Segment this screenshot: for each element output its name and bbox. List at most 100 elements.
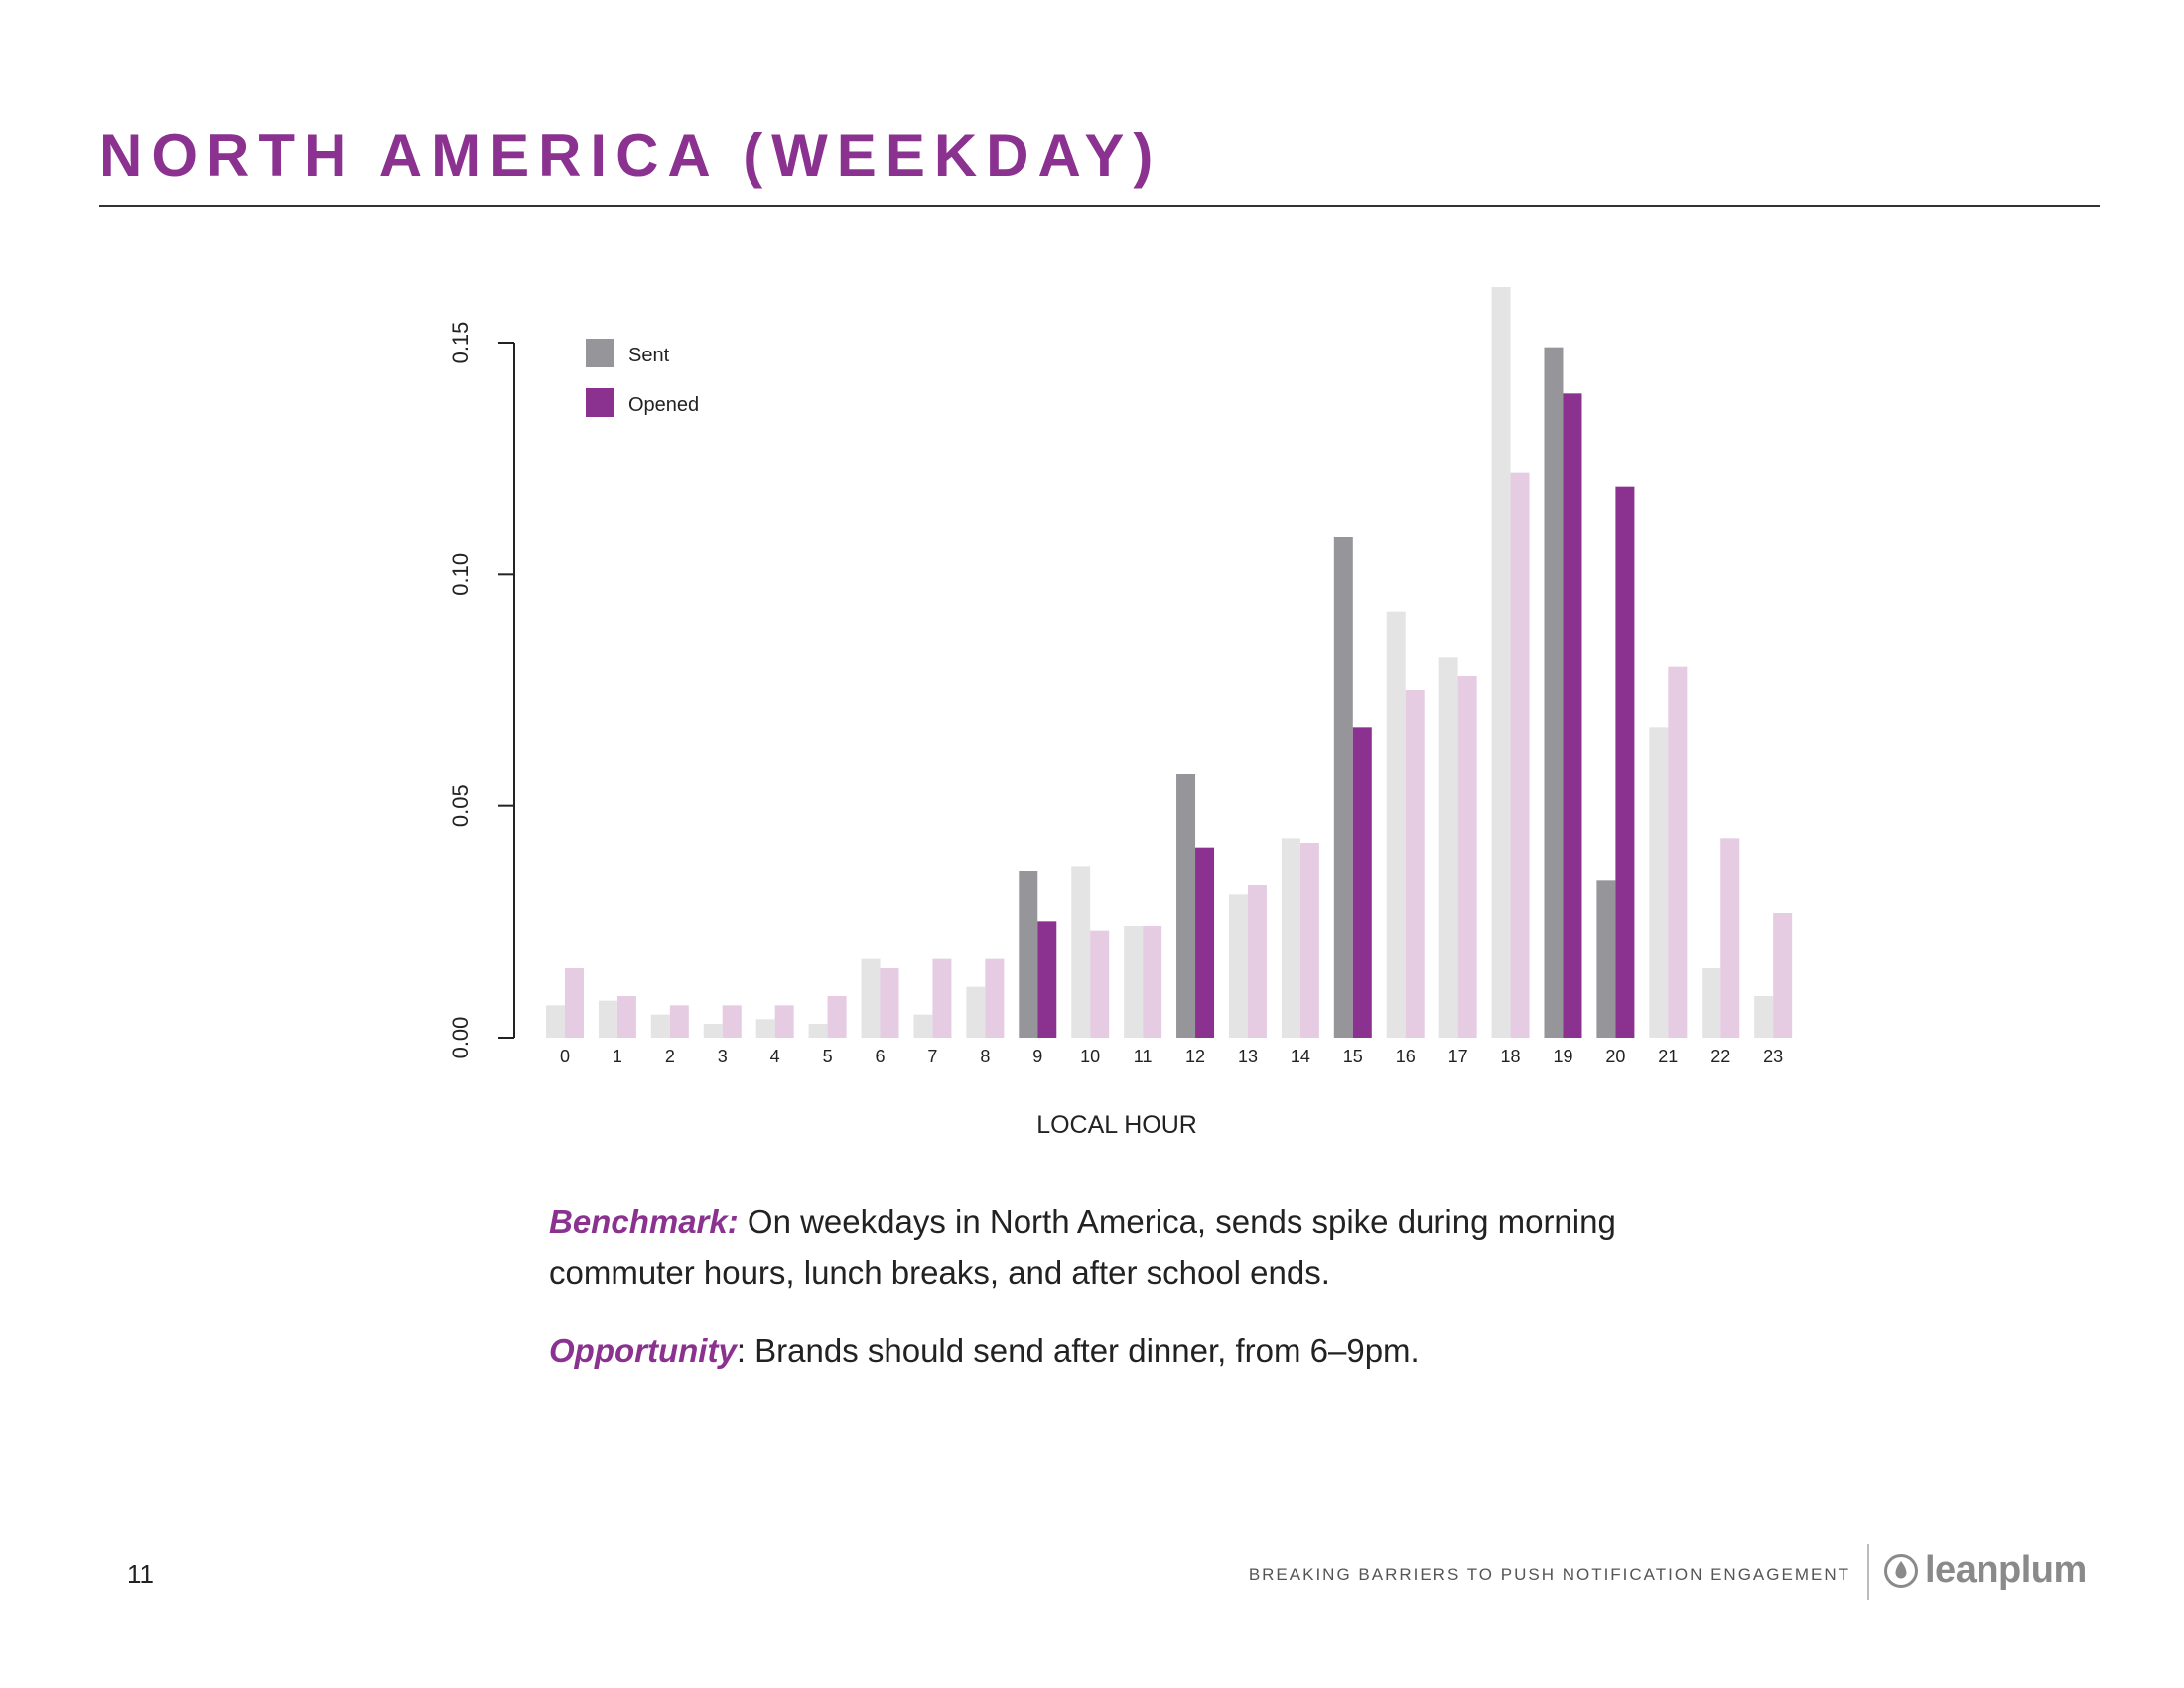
x-tick-label: 16 (1396, 1047, 1416, 1066)
bar-sent-hour-10 (1071, 866, 1091, 1038)
x-tick-label: 23 (1763, 1047, 1783, 1066)
x-tick-label: 2 (665, 1047, 675, 1066)
x-axis-ticks: 0 1 2 3 4 5 6 7 8 9 10 11 12 13 14 15 16 17 18 19 20 21 22 23 (560, 1047, 1783, 1066)
bar-sent-hour-7 (913, 1014, 933, 1038)
bar-opened-hour-16 (1405, 690, 1425, 1038)
title-divider (99, 205, 2100, 207)
bar-opened-hour-1 (616, 996, 636, 1038)
x-tick-label: 20 (1605, 1047, 1625, 1066)
bar-sent-hour-17 (1438, 657, 1458, 1038)
bar-sent-hour-3 (703, 1024, 723, 1038)
legend-sent-swatch (586, 339, 614, 367)
bar-opened-hour-6 (880, 968, 899, 1038)
leanplum-logo: leanplum (1883, 1549, 2087, 1592)
x-tick-label: 21 (1658, 1047, 1678, 1066)
bar-sent-hour-13 (1228, 894, 1248, 1038)
bar-opened-hour-8 (985, 958, 1005, 1038)
legend-opened-swatch (586, 388, 614, 417)
x-tick-label: 11 (1134, 1047, 1153, 1066)
x-tick-label: 17 (1448, 1047, 1468, 1066)
bar-opened-hour-4 (774, 1005, 794, 1038)
benchmark-text: On weekdays in North America, sends spik… (549, 1203, 1616, 1291)
bar-sent-hour-23 (1754, 996, 1774, 1038)
benchmark-label: Benchmark: (549, 1203, 739, 1240)
x-tick-label: 10 (1080, 1047, 1100, 1066)
legend-sent-label: Sent (628, 345, 670, 366)
bar-opened-hour-0 (565, 968, 584, 1038)
x-axis-label: LOCAL HOUR (1036, 1111, 1197, 1139)
legend-opened-label: Opened (628, 394, 699, 416)
x-tick-label: 9 (1032, 1047, 1042, 1066)
x-tick-label: 12 (1185, 1047, 1205, 1066)
bar-opened-hour-9 (1037, 921, 1057, 1038)
bar-opened-hour-2 (669, 1005, 689, 1038)
page-title: NORTH AMERICA (WEEKDAY) (99, 122, 1162, 189)
x-tick-label: 18 (1501, 1047, 1521, 1066)
bar-sent-hour-19 (1544, 347, 1564, 1039)
bar-opened-hour-15 (1352, 727, 1372, 1038)
y-tick-label: 0.00 (448, 1017, 473, 1059)
footer-divider (1867, 1544, 1869, 1600)
bar-opened-hour-13 (1247, 885, 1267, 1038)
x-tick-label: 0 (560, 1047, 570, 1066)
bar-sent-hour-4 (755, 1019, 775, 1038)
bar-sent-hour-6 (861, 958, 881, 1038)
bar-opened-hour-5 (827, 996, 847, 1038)
bar-opened-hour-20 (1615, 486, 1635, 1039)
benchmark-paragraph: Benchmark: On weekdays in North America,… (549, 1196, 1691, 1298)
bar-opened-hour-3 (722, 1005, 742, 1038)
bar-opened-hour-18 (1510, 472, 1530, 1039)
bar-sent-hour-15 (1333, 537, 1353, 1038)
caption: Benchmark: On weekdays in North America,… (549, 1196, 1691, 1404)
legend: Sent Opened (586, 339, 699, 417)
brand-name: leanplum (1925, 1549, 2087, 1591)
bar-sent-hour-18 (1491, 287, 1511, 1038)
bar-sent-hour-2 (650, 1014, 670, 1038)
x-tick-label: 22 (1710, 1047, 1730, 1066)
x-tick-label: 6 (876, 1047, 886, 1066)
page-number: 11 (127, 1559, 154, 1589)
y-tick-label: 0.15 (448, 322, 473, 364)
bar-sent-hour-0 (546, 1005, 565, 1038)
report-title: BREAKING BARRIERS TO PUSH NOTIFICATION E… (1248, 1565, 1850, 1584)
x-tick-label: 3 (718, 1047, 728, 1066)
bar-sent-hour-20 (1596, 880, 1616, 1038)
bar-sent-hour-1 (598, 1000, 617, 1038)
bar-sent-hour-14 (1281, 838, 1300, 1038)
bar-sent-hour-21 (1649, 727, 1669, 1038)
bar-opened-hour-10 (1090, 930, 1110, 1038)
opportunity-paragraph: Opportunity: Brands should send after di… (549, 1326, 1691, 1376)
bar-sent-hour-8 (966, 986, 986, 1038)
x-tick-label: 8 (980, 1047, 990, 1066)
bar-opened-hour-7 (932, 958, 952, 1038)
x-tick-label: 13 (1238, 1047, 1258, 1066)
x-tick-label: 7 (927, 1047, 937, 1066)
bar-sent-hour-12 (1176, 774, 1196, 1038)
y-tick-label: 0.10 (448, 553, 473, 596)
bar-opened-hour-14 (1299, 843, 1319, 1038)
leanplum-drop-icon (1884, 1553, 1918, 1588)
bar-sent-hour-22 (1702, 968, 1721, 1038)
bar-opened-hour-11 (1143, 926, 1162, 1038)
bar-sent-hour-16 (1386, 611, 1406, 1038)
x-tick-label: 19 (1553, 1047, 1572, 1066)
x-tick-label: 5 (823, 1047, 833, 1066)
bar-opened-hour-12 (1195, 847, 1215, 1038)
y-tick-label: 0.05 (448, 784, 473, 827)
opportunity-text: : Brands should send after dinner, from … (736, 1333, 1420, 1369)
x-tick-label: 14 (1291, 1047, 1310, 1066)
x-tick-label: 15 (1343, 1047, 1363, 1066)
bar-sent-hour-5 (808, 1024, 828, 1038)
bars (546, 287, 1793, 1039)
bar-sent-hour-9 (1019, 871, 1038, 1038)
bar-opened-hour-21 (1668, 666, 1688, 1038)
bar-opened-hour-19 (1563, 393, 1582, 1038)
bar-opened-hour-22 (1720, 838, 1740, 1038)
bar-sent-hour-11 (1124, 926, 1144, 1038)
x-tick-label: 4 (770, 1047, 780, 1066)
opportunity-label: Opportunity (549, 1333, 737, 1369)
bar-opened-hour-17 (1457, 676, 1477, 1038)
x-tick-label: 1 (613, 1047, 622, 1066)
bar-opened-hour-23 (1773, 913, 1793, 1038)
